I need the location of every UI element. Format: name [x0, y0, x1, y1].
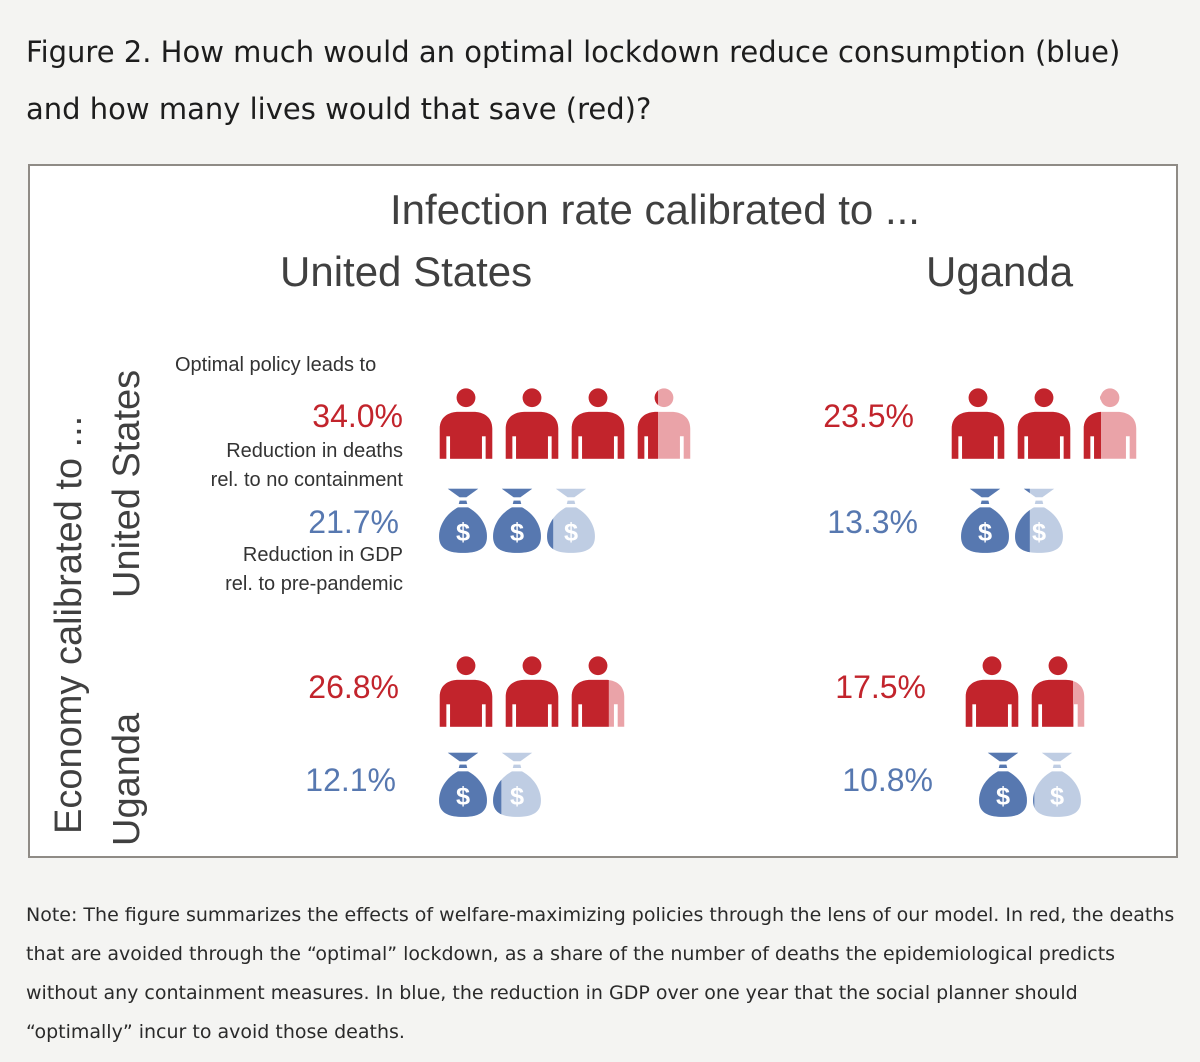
svg-text:$: $	[564, 518, 578, 546]
money-bag-icon-us-ug-2: $	[1015, 488, 1063, 553]
person-icon-ug-ug-2	[1031, 656, 1085, 727]
row-header-united-states: United States	[106, 369, 148, 598]
gdp-value-ug-us: 12.1%	[305, 762, 396, 798]
legend-gdp-line1: Reduction in GDP	[242, 544, 403, 566]
person-icon-ug-us-2	[505, 656, 559, 727]
person-icon-us-ug-3	[1083, 388, 1137, 459]
deaths-value-ug-us: 26.8%	[308, 669, 399, 705]
money-bag-icon-ug-us-2: $	[493, 752, 541, 817]
deaths-value-us-ug: 23.5%	[823, 398, 914, 434]
money-bag-icon-us-us-3: $	[547, 488, 595, 553]
money-bag-icon-ug-us-1: $	[439, 752, 487, 817]
money-bag-icon-us-us-2: $	[493, 488, 541, 553]
infographic-panel: Infection rate calibrated to ... United …	[28, 164, 1178, 858]
column-header-united-states: United States	[280, 248, 533, 295]
gdp-value-us-us: 21.7%	[308, 504, 399, 540]
person-icon-us-ug-1	[951, 388, 1005, 459]
money-bag-icon-us-ug-1: $	[961, 488, 1009, 553]
person-icon-us-us-3	[571, 388, 625, 459]
person-icon-us-us-4	[637, 388, 691, 459]
figure-note: Note: The figure summarizes the effects …	[26, 904, 1175, 1043]
legend-deaths-line1: Reduction in deaths	[226, 440, 403, 462]
person-icon-us-us-2	[505, 388, 559, 459]
row-header-uganda: Uganda	[106, 712, 148, 846]
legend-deaths-line2: rel. to no containment	[210, 469, 403, 491]
person-icon-us-ug-2	[1017, 388, 1071, 459]
gdp-value-us-ug: 13.3%	[827, 504, 918, 540]
legend-intro: Optimal policy leads to	[175, 354, 377, 376]
figure-title: Figure 2. How much would an optimal lock…	[26, 35, 1121, 126]
svg-text:$: $	[456, 518, 470, 546]
svg-text:$: $	[996, 782, 1010, 810]
money-bag-icon-ug-ug-2: $	[1033, 752, 1081, 817]
svg-text:$: $	[1032, 518, 1046, 546]
deaths-value-us-us: 34.0%	[312, 398, 403, 434]
column-axis-title: Infection rate calibrated to ...	[390, 186, 920, 233]
person-icon-ug-us-3	[571, 656, 625, 727]
gdp-value-ug-ug: 10.8%	[842, 762, 933, 798]
person-icon-us-us-1	[439, 388, 493, 459]
legend-gdp-line2: rel. to pre-pandemic	[225, 573, 403, 595]
money-bag-icon-us-us-1: $	[439, 488, 487, 553]
money-bag-icon-ug-ug-1: $	[979, 752, 1027, 817]
row-axis-title: Economy calibrated to ...	[48, 415, 90, 834]
person-icon-ug-us-1	[439, 656, 493, 727]
svg-text:$: $	[510, 518, 524, 546]
column-header-uganda: Uganda	[926, 248, 1074, 295]
svg-text:$: $	[510, 782, 524, 810]
person-icon-ug-ug-1	[965, 656, 1019, 727]
deaths-value-ug-ug: 17.5%	[835, 669, 926, 705]
svg-text:$: $	[978, 518, 992, 546]
svg-text:$: $	[1050, 782, 1064, 810]
svg-text:$: $	[456, 782, 470, 810]
